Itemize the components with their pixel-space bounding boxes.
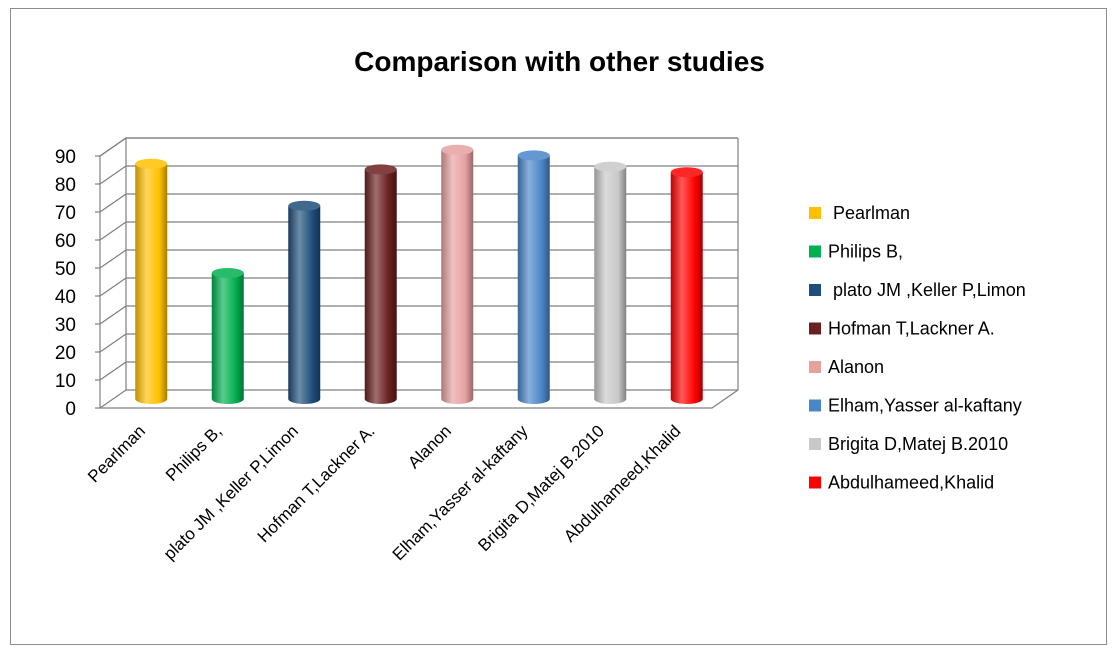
y-tick-label: 20	[55, 343, 76, 364]
x-tick-label: Pearlman	[84, 421, 149, 486]
x-tick-label: Elham,Yasser al-kaftany	[389, 421, 532, 564]
bar	[288, 200, 321, 404]
y-tick-label: 40	[55, 287, 76, 308]
legend-item: Abdulhameed,Khalid	[809, 473, 994, 493]
bar	[441, 144, 474, 404]
gridline	[99, 361, 738, 381]
chart-frame: Comparison with other studies	[10, 8, 1107, 645]
legend-item: plato JM ,Keller P,Limon	[809, 280, 1026, 300]
y-tick-label: 60	[55, 231, 76, 252]
y-tick-label: 30	[55, 315, 76, 336]
y-tick-label: 10	[55, 371, 76, 392]
bar	[364, 164, 397, 404]
x-axis-labels: Pearlman Philips B,plato JM ,Keller P,Lim…	[84, 421, 684, 564]
bar-top	[670, 167, 703, 178]
legend-swatch	[809, 322, 821, 335]
gridline	[99, 249, 738, 269]
legend-item: Philips B,	[809, 242, 903, 262]
legend-swatch	[809, 476, 821, 489]
y-tick-label: 50	[55, 259, 76, 280]
legend-swatch	[809, 399, 821, 412]
x-tick-label: Alanon	[404, 421, 455, 472]
legend-swatch	[809, 207, 821, 219]
bar	[670, 167, 703, 404]
legend-item: Elham,Yasser al-kaftany	[809, 396, 1022, 416]
legend-swatch	[809, 284, 821, 296]
gridline	[99, 389, 738, 409]
legend-item: Brigita D,Matej B.2010	[809, 434, 1008, 454]
legend-label: Pearlman	[828, 203, 910, 223]
y-tick-label: 80	[55, 175, 76, 196]
bar-body	[441, 149, 474, 404]
bar-body	[135, 163, 168, 404]
bar	[135, 158, 168, 404]
bars	[135, 144, 703, 404]
gridline	[99, 305, 738, 325]
bar-body	[670, 172, 703, 404]
bar-top	[288, 200, 321, 211]
gridline	[99, 165, 738, 185]
bar-body	[594, 166, 627, 404]
bar-top	[517, 150, 550, 161]
y-tick-label: 0	[65, 399, 76, 420]
y-tick-label: 90	[55, 147, 76, 168]
bar-top	[594, 161, 627, 172]
gridline	[99, 137, 738, 157]
bar-body	[211, 273, 244, 404]
bar-body	[517, 155, 550, 404]
gridline	[99, 333, 738, 353]
legend-label: Philips B,	[828, 242, 903, 262]
chart-title: Comparison with other studies	[354, 46, 765, 77]
bar	[594, 161, 627, 404]
bar-top	[441, 144, 474, 155]
legend-label: Elham,Yasser al-kaftany	[828, 396, 1022, 416]
y-axis-ticks: 0 10 20 30 40 50 60 70 80 90	[55, 147, 100, 420]
x-tick-label: Philips B,	[162, 421, 226, 485]
gridlines	[99, 137, 738, 409]
legend-label: Alanon	[828, 357, 884, 377]
x-tick-label: plato JM ,Keller P,Limon	[160, 421, 302, 563]
bar	[517, 150, 550, 404]
legend-swatch	[809, 245, 821, 258]
bar-body	[288, 205, 321, 404]
gridline	[99, 193, 738, 213]
legend-swatch	[809, 361, 821, 373]
legend-label: Brigita D,Matej B.2010	[828, 434, 1008, 454]
legend-item: Hofman T,Lackner A.	[809, 319, 995, 339]
chart-walls	[99, 137, 739, 409]
legend: Pearlman Philips B, plato JM ,Keller P,Li…	[809, 203, 1026, 493]
back-wall-top	[99, 137, 738, 157]
floor-edge	[100, 389, 739, 409]
bar-top	[211, 268, 244, 278]
legend-item: Alanon	[809, 357, 884, 377]
bar-top	[364, 164, 397, 175]
legend-label: Abdulhameed,Khalid	[828, 473, 994, 493]
y-tick-label: 70	[55, 203, 76, 224]
bar-top	[135, 158, 168, 169]
legend-label: Hofman T,Lackner A.	[828, 319, 995, 339]
legend-item: Pearlman	[809, 203, 910, 223]
bar	[211, 268, 244, 404]
legend-swatch	[809, 438, 821, 450]
gridline	[99, 277, 738, 297]
x-tick-label: Brigita D,Matej B.2010	[474, 421, 608, 555]
gridline	[99, 221, 738, 241]
legend-label: plato JM ,Keller P,Limon	[828, 280, 1026, 300]
bar-body	[364, 169, 397, 404]
